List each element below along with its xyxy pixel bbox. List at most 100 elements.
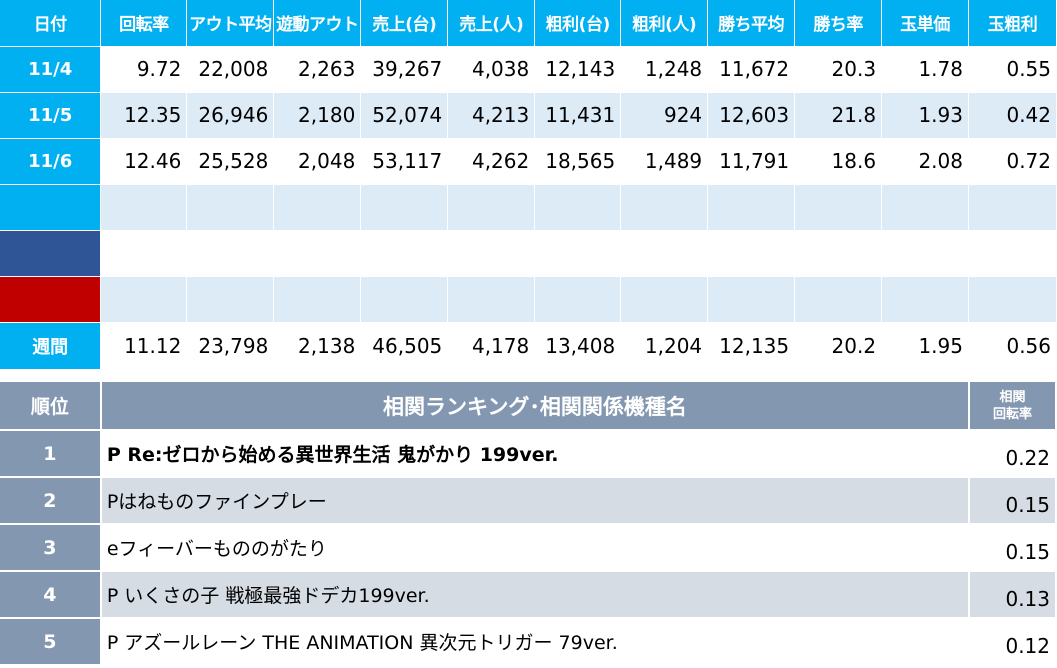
machine-name: Pはねものファインプレー [100,477,971,525]
cell-win-average: 11,791 [707,138,796,185]
row-date: 11/6 [0,138,102,185]
cell-out-average: 25,528 [186,138,275,185]
header-correlation-line2: 回転率 [993,406,1033,422]
cell-gross-per-machine: 18,565 [534,138,622,185]
cell-win-rate: 18.6 [794,138,883,185]
cell-ball-unit-price: 2.08 [881,138,969,185]
ranking-row: 4 P いくさの子 戦極最強ドデカ199ver. 0.13 [0,571,1057,619]
cell-empty [881,276,969,323]
cell-gross-per-machine: 12,143 [534,46,622,93]
cell-empty [707,230,796,277]
cell-spin-rate: 12.35 [100,92,188,139]
stats-row: 11/6 12.46 25,528 2,048 53,117 4,262 18,… [0,138,1057,185]
cell-empty [100,276,188,323]
row-date: 11/5 [0,92,102,139]
correlation-value: 0.22 [969,430,1057,478]
ranking-row: 1 P Re:ゼロから始める異世界生活 鬼がかり 199ver. 0.22 [0,430,1057,478]
daily-stats-table: 日付 回転率 アウト平均 遊動アウト 売上(台) 売上(人) 粗利(台) 粗利(… [0,0,1057,370]
machine-name: P アズールレーン THE ANIMATION 異次元トリガー 79ver. [100,618,971,666]
ranking-header-row: 順位 相関ランキング･相関関係機種名 相関 回転率 [0,382,1057,431]
correlation-ranking-table: 順位 相関ランキング･相関関係機種名 相関 回転率 1 P Re:ゼロから始める異… [0,382,1057,666]
header-ball-unit-price: 玉単価 [881,0,969,47]
cell-empty [794,184,883,231]
cell-empty [794,230,883,277]
cell-ball-unit-price: 1.95 [881,322,969,370]
cell-win-average: 12,603 [707,92,796,139]
correlation-value: 0.12 [969,618,1057,666]
cell-empty [707,276,796,323]
cell-empty [186,184,275,231]
cell-out-average: 22,008 [186,46,275,93]
cell-empty [447,276,536,323]
cell-win-rate: 20.2 [794,322,883,370]
cell-gross-per-person: 1,489 [620,138,709,185]
header-win-average: 勝ち平均 [707,0,796,47]
cell-gross-per-person: 1,204 [620,322,709,370]
rank-number: 4 [0,571,102,619]
header-idle-out: 遊動アウト [273,0,362,47]
stats-row-empty [0,230,1057,277]
cell-sales-per-machine: 46,505 [360,322,449,370]
cell-win-average: 11,672 [707,46,796,93]
cell-out-average: 23,798 [186,322,275,370]
correlation-value: 0.15 [969,477,1057,525]
cell-empty [447,230,536,277]
cell-idle-out: 2,048 [273,138,362,185]
cell-empty [968,230,1057,277]
cell-sales-per-machine: 53,117 [360,138,449,185]
cell-empty [534,276,622,323]
cell-sales-per-machine: 39,267 [360,46,449,93]
header-out-average: アウト平均 [186,0,275,47]
header-sales-per-machine: 売上(台) [360,0,449,47]
stats-row: 11/4 9.72 22,008 2,263 39,267 4,038 12,1… [0,46,1057,93]
header-correlation-line1: 相関 [999,389,1026,405]
machine-name: P いくさの子 戦極最強ドデカ199ver. [100,571,971,619]
cell-out-average: 26,946 [186,92,275,139]
cell-empty [881,230,969,277]
stats-header-row: 日付 回転率 アウト平均 遊動アウト 売上(台) 売上(人) 粗利(台) 粗利(… [0,0,1057,47]
cell-spin-rate: 11.12 [100,322,188,370]
cell-empty [534,230,622,277]
cell-empty [186,276,275,323]
machine-name: eフィーバーもののがたり [100,524,971,572]
cell-empty [100,230,188,277]
cell-ball-unit-price: 1.78 [881,46,969,93]
cell-empty [968,276,1057,323]
cell-sales-per-machine: 52,074 [360,92,449,139]
ranking-row: 5 P アズールレーン THE ANIMATION 異次元トリガー 79ver.… [0,618,1057,666]
header-gross-per-machine: 粗利(台) [534,0,622,47]
machine-name: P Re:ゼロから始める異世界生活 鬼がかり 199ver. [100,430,971,478]
header-machine-name: 相関ランキング･相関関係機種名 [100,382,971,431]
cell-spin-rate: 9.72 [100,46,188,93]
row-color-marker-red [0,276,102,323]
cell-empty [707,184,796,231]
cell-sales-per-person: 4,038 [447,46,536,93]
cell-ball-gross: 0.56 [968,322,1057,370]
rank-number: 5 [0,618,102,666]
cell-empty [273,276,362,323]
cell-empty [534,184,622,231]
header-date: 日付 [0,0,102,47]
cell-gross-per-machine: 11,431 [534,92,622,139]
header-sales-per-person: 売上(人) [447,0,536,47]
cell-empty [620,230,709,277]
rank-number: 2 [0,477,102,525]
cell-empty [273,184,362,231]
cell-ball-unit-price: 1.93 [881,92,969,139]
cell-empty [881,184,969,231]
cell-empty [620,184,709,231]
cell-empty [620,276,709,323]
correlation-value: 0.15 [969,524,1057,572]
ranking-row: 3 eフィーバーもののがたり 0.15 [0,524,1057,572]
stats-row-weekly: 週間 11.12 23,798 2,138 46,505 4,178 13,40… [0,322,1057,370]
cell-empty [360,184,449,231]
cell-empty [794,276,883,323]
cell-sales-per-person: 4,213 [447,92,536,139]
rank-number: 1 [0,430,102,478]
cell-idle-out: 2,180 [273,92,362,139]
row-color-marker-navy [0,230,102,277]
stats-row-empty [0,184,1057,231]
cell-ball-gross: 0.42 [968,92,1057,139]
cell-win-rate: 21.8 [794,92,883,139]
stats-row-empty [0,276,1057,323]
